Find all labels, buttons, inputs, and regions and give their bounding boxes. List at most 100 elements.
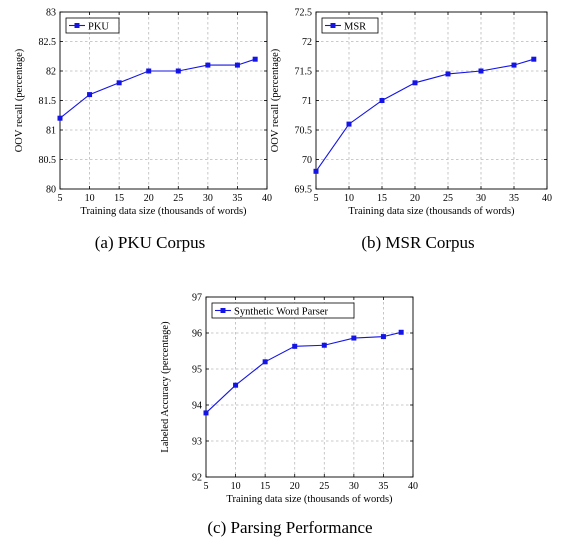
x-tick-label: 40 (542, 193, 552, 204)
plot-frame (205, 296, 414, 478)
data-point (379, 98, 385, 103)
x-tick-label: 20 (410, 193, 420, 204)
x-tick-label: 20 (290, 481, 300, 492)
x-tick-label: 15 (377, 193, 387, 204)
x-tick-label: 10 (344, 193, 354, 204)
y-axis: 80 80.5 81 81.5 82 82.5 83 (39, 8, 267, 196)
y-tick-label: 72.5 (295, 8, 313, 19)
series-line (205, 331, 402, 414)
y-tick-label: 93 (192, 437, 202, 448)
data-point (412, 80, 418, 86)
data-point (478, 68, 484, 74)
y-tick-label: 71 (302, 96, 312, 107)
x-axis-label: Training data size (thousands of words) (348, 206, 515, 217)
x-tick-label: 5 (58, 193, 63, 204)
x-tick-label: 25 (173, 193, 183, 204)
x-axis-label: Training data size (thousands of words) (80, 206, 247, 217)
x-tick-label: 35 (378, 481, 388, 492)
x-tick-label: 35 (509, 193, 519, 204)
data-point (57, 115, 63, 121)
data-point (205, 62, 211, 68)
y-tick-label: 70.5 (295, 126, 313, 137)
data-point (175, 68, 181, 74)
chart-caption: (b) MSR Corpus (361, 233, 474, 252)
data-point (531, 56, 537, 62)
y-axis-label: OOV recall (percentage) (14, 48, 25, 152)
y-tick-label: 80 (46, 185, 56, 196)
legend-marker (74, 23, 80, 28)
data-point (146, 68, 152, 74)
y-tick-label: 72 (302, 37, 312, 48)
x-tick-label: 40 (262, 193, 272, 204)
grid (60, 12, 267, 189)
legend-box (321, 17, 379, 34)
legend: PKU (65, 17, 120, 34)
x-tick-label: 10 (85, 193, 95, 204)
chart-caption: (a) PKU Corpus (95, 233, 206, 252)
x-axis: 5 10 15 20 25 30 35 40 (204, 297, 418, 492)
series-line (315, 58, 534, 172)
x-tick-label: 40 (408, 481, 418, 492)
data-point (87, 92, 93, 98)
y-axis: 69.5 70 70.5 71 71.5 72 72.5 (295, 8, 547, 196)
data-point (380, 334, 386, 340)
x-tick-label: 5 (204, 481, 209, 492)
legend-label: PKU (88, 21, 109, 32)
x-tick-label: 15 (114, 193, 124, 204)
legend-box (211, 302, 355, 319)
data-point (252, 56, 258, 62)
y-axis: 92 93 94 95 96 97 (192, 293, 413, 484)
data-point (346, 121, 352, 127)
y-tick-label: 92 (192, 473, 202, 484)
series-line (59, 58, 256, 119)
y-tick-label: 82.5 (39, 37, 57, 48)
data-point (313, 168, 319, 174)
grid (316, 12, 547, 189)
chart-caption: (c) Parsing Performance (207, 518, 372, 537)
x-axis: 5 10 15 20 25 30 35 40 (314, 12, 552, 204)
y-tick-label: 83 (46, 8, 56, 19)
data-point (351, 335, 357, 341)
y-tick-label: 97 (192, 293, 202, 304)
legend: Synthetic Word Parser (211, 302, 355, 319)
legend-marker (330, 23, 336, 28)
data-point (116, 80, 122, 86)
chart-1: 5 10 15 20 25 30 35 40 80 80.5 81 81.5 82 82.5 83 Train… (14, 8, 272, 253)
x-tick-label: 10 (231, 481, 241, 492)
x-tick-label: 30 (349, 481, 359, 492)
y-tick-label: 95 (192, 365, 202, 376)
chart-3: 5 10 15 20 25 30 35 40 92 93 94 95 96 97 Training data… (160, 293, 418, 538)
x-tick-label: 25 (319, 481, 329, 492)
y-tick-label: 80.5 (39, 155, 57, 166)
y-tick-label: 70 (302, 155, 312, 166)
data-point (398, 329, 404, 335)
legend-marker (220, 308, 226, 313)
data-point (511, 62, 517, 68)
x-tick-label: 15 (260, 481, 270, 492)
y-tick-label: 82 (46, 67, 56, 78)
y-axis-label: OOV recall (percentage) (270, 48, 281, 152)
y-axis-label: Labeled Accuracy (percentage) (160, 321, 171, 453)
y-tick-label: 71.5 (295, 67, 313, 78)
x-tick-label: 20 (144, 193, 154, 204)
x-tick-label: 35 (232, 193, 242, 204)
data-point (233, 382, 239, 388)
legend-label: Synthetic Word Parser (234, 306, 329, 317)
y-tick-label: 94 (192, 401, 202, 412)
data-point (321, 342, 327, 348)
y-tick-label: 81 (46, 126, 56, 137)
data-point (234, 62, 240, 68)
data-point (292, 343, 298, 349)
x-tick-label: 30 (476, 193, 486, 204)
x-axis-label: Training data size (thousands of words) (226, 494, 393, 505)
legend: MSR (321, 17, 379, 34)
x-axis: 5 10 15 20 25 30 35 40 (58, 12, 272, 204)
legend-box (65, 17, 120, 34)
legend-label: MSR (344, 21, 366, 32)
x-tick-label: 30 (203, 193, 213, 204)
data-point (203, 410, 209, 416)
chart-2: 5 10 15 20 25 30 35 40 69.5 70 70.5 71 71.5 72 72.5 Tra… (270, 8, 552, 253)
x-tick-label: 25 (443, 193, 453, 204)
x-tick-label: 5 (314, 193, 319, 204)
